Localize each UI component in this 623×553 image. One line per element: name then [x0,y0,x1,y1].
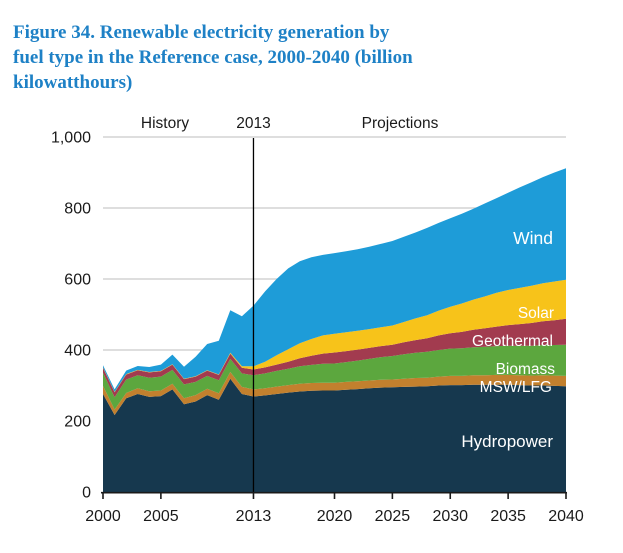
x-tick-label-2040: 2040 [548,508,584,525]
figure-title-line-2: fuel type in the Reference case, 2000-20… [13,47,413,68]
x-tick-label-2005: 2005 [143,508,179,525]
series-label-msw_lfg: MSW/LFG [480,379,552,396]
area-hydropower [103,378,566,492]
y-tick-label-400: 400 [64,343,91,360]
series-label-hydropower: Hydropower [461,432,553,451]
series-label-geothermal: Geothermal [472,333,553,350]
y-tick-label-200: 200 [64,414,91,431]
x-tick-label-2035: 2035 [490,508,526,525]
area-layers [103,168,566,492]
figure-title-line-1: Figure 34. Renewable electricity generat… [13,22,390,43]
area-biomass [103,344,566,410]
x-tick-label-2025: 2025 [375,508,411,525]
series-label-biomass: Biomass [496,361,556,378]
y-axis-tick-labels: 0 200 400 600 800 1,000 [51,130,91,502]
history-label: History [141,115,189,132]
x-axis-tick-labels: 2000 2005 2013 2020 2025 2030 2035 2040 [85,508,584,525]
x-tick-label-2000: 2000 [85,508,121,525]
x-tick-label-2030: 2030 [432,508,468,525]
area-solar [103,279,566,393]
projections-label: Projections [362,115,439,132]
figure-title: Figure 34. Renewable electricity generat… [13,20,473,95]
area-msw_lfg [103,372,566,415]
x-tick-label-2020: 2020 [317,508,353,525]
divider-year-label: 2013 [236,115,270,132]
area-wind [103,168,566,392]
y-tick-label-0: 0 [82,485,91,502]
series-label-wind: Wind [513,228,553,248]
series-label-solar: Solar [518,305,554,322]
y-tick-label-800: 800 [64,201,91,218]
y-tick-label-1000: 1,000 [51,130,91,147]
x-tick-label-2013: 2013 [236,508,272,525]
figure-title-line-3: kilowatthours) [13,72,133,93]
area-geothermal [103,318,566,398]
x-axis [101,491,567,499]
y-tick-label-600: 600 [64,272,91,289]
